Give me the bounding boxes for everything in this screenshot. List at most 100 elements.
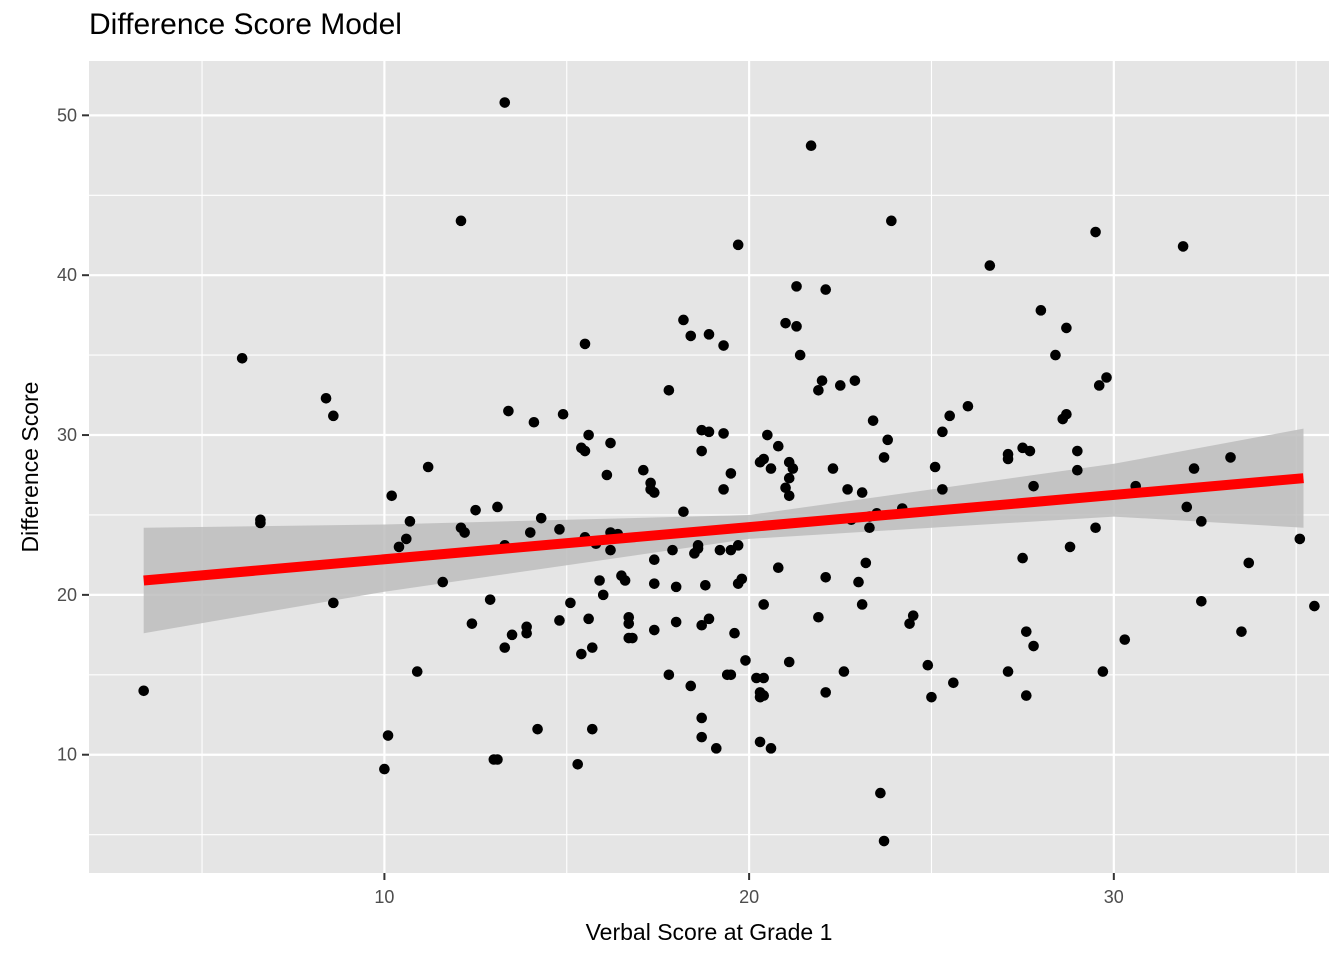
- data-point: [718, 340, 729, 351]
- data-point: [583, 613, 594, 625]
- data-point: [1061, 322, 1072, 334]
- data-point: [780, 317, 791, 329]
- data-point: [696, 712, 708, 724]
- data-point: [718, 484, 729, 495]
- data-point: [696, 619, 708, 631]
- data-point: [853, 576, 864, 588]
- data-point: [1177, 241, 1189, 252]
- data-point: [813, 384, 824, 396]
- data-point: [1097, 666, 1109, 677]
- data-point: [382, 730, 394, 741]
- data-point: [922, 659, 934, 671]
- x-tick-label: 30: [1104, 887, 1124, 907]
- data-point: [648, 487, 660, 498]
- data-point: [718, 428, 729, 439]
- data-point: [1090, 522, 1101, 534]
- data-point: [1243, 557, 1255, 569]
- data-point: [758, 690, 770, 701]
- data-point: [1050, 349, 1061, 361]
- data-point: [1017, 552, 1028, 564]
- data-point: [1020, 690, 1032, 701]
- axes-layer: 10 20 30 10 20 30 40 50: [57, 105, 1124, 907]
- data-point: [867, 415, 879, 426]
- data-point: [583, 429, 594, 441]
- data-point: [554, 615, 565, 626]
- data-point: [703, 613, 715, 625]
- data-point: [1196, 516, 1207, 527]
- data-point: [1093, 380, 1105, 391]
- data-point: [685, 330, 697, 342]
- data-point: [1061, 408, 1072, 420]
- data-point: [601, 469, 613, 481]
- data-point: [663, 669, 675, 681]
- data-point: [597, 589, 609, 601]
- x-axis-title: Verbal Score at Grade 1: [586, 919, 833, 945]
- data-point: [878, 452, 890, 463]
- data-point: [459, 527, 470, 538]
- data-point: [627, 632, 638, 644]
- data-point: [827, 463, 839, 474]
- regression-line: [143, 473, 1304, 586]
- data-point: [783, 656, 795, 668]
- data-point: [703, 329, 715, 340]
- data-point: [783, 490, 795, 502]
- data-point: [411, 666, 423, 677]
- data-point: [1020, 626, 1032, 637]
- data-point: [948, 677, 959, 689]
- data-point: [772, 440, 784, 452]
- data-point: [751, 672, 762, 684]
- data-point: [619, 575, 631, 586]
- data-point: [907, 610, 919, 621]
- data-point: [765, 743, 777, 754]
- data-point: [492, 754, 503, 765]
- data-point: [725, 669, 737, 681]
- data-point: [328, 597, 339, 609]
- data-point: [929, 461, 941, 473]
- data-point: [787, 463, 799, 474]
- data-point: [678, 314, 689, 326]
- y-tick-label: 50: [57, 105, 77, 125]
- data-point: [904, 618, 915, 629]
- data-point: [521, 621, 532, 633]
- data-point: [138, 685, 150, 697]
- data-point: [834, 380, 846, 391]
- data-point: [1090, 226, 1101, 238]
- y-axis-title: Difference Score: [17, 382, 43, 553]
- data-point: [648, 578, 660, 589]
- data-point: [700, 579, 711, 591]
- data-point: [524, 527, 536, 538]
- data-point: [856, 487, 868, 498]
- data-point: [503, 405, 514, 417]
- data-point: [732, 540, 744, 551]
- data-point: [648, 624, 660, 636]
- data-point: [838, 666, 850, 677]
- data-point: [849, 375, 861, 386]
- data-point: [532, 723, 543, 735]
- data-point: [696, 731, 708, 743]
- data-point: [820, 571, 832, 583]
- data-point: [535, 512, 547, 524]
- data-point: [1024, 445, 1036, 457]
- data-point: [794, 349, 806, 361]
- data-point: [791, 321, 802, 332]
- data-point: [1072, 464, 1083, 476]
- data-point: [732, 239, 744, 251]
- data-point: [754, 736, 766, 748]
- data-point: [386, 490, 398, 502]
- data-point: [1309, 600, 1320, 612]
- data-point: [422, 461, 434, 473]
- data-point: [762, 429, 773, 441]
- data-point: [400, 533, 412, 545]
- data-point: [1064, 541, 1076, 553]
- data-point: [1181, 501, 1193, 513]
- data-point: [791, 281, 802, 292]
- data-point: [882, 434, 894, 446]
- data-point: [670, 616, 682, 628]
- data-point: [404, 516, 416, 527]
- data-point: [703, 426, 715, 438]
- data-point: [236, 353, 248, 364]
- data-point: [638, 464, 649, 476]
- data-point: [1236, 626, 1247, 637]
- data-point: [805, 140, 817, 152]
